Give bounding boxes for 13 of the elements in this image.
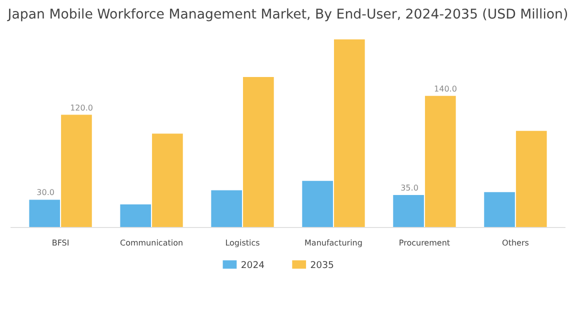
x-tick-label: Logistics (225, 238, 260, 248)
data-label: 120.0 (70, 103, 93, 112)
x-tick-label: Others (502, 238, 529, 248)
x-tick-label: Manufacturing (304, 238, 362, 248)
data-label: 140.0 (434, 84, 457, 94)
legend-label: 2035 (310, 260, 334, 271)
legend-label: 2024 (240, 260, 265, 271)
x-tick-label: Procurement (398, 238, 450, 248)
data-label: 35.0 (400, 183, 418, 192)
x-tick-label: Communication (120, 238, 184, 248)
x-tick-label: BFSI (52, 238, 70, 248)
chart-title: Japan Mobile Workforce Management Market, By End-User, 2024-2035 (USD Million) (6, 8, 568, 22)
data-label: 30.0 (36, 188, 54, 198)
